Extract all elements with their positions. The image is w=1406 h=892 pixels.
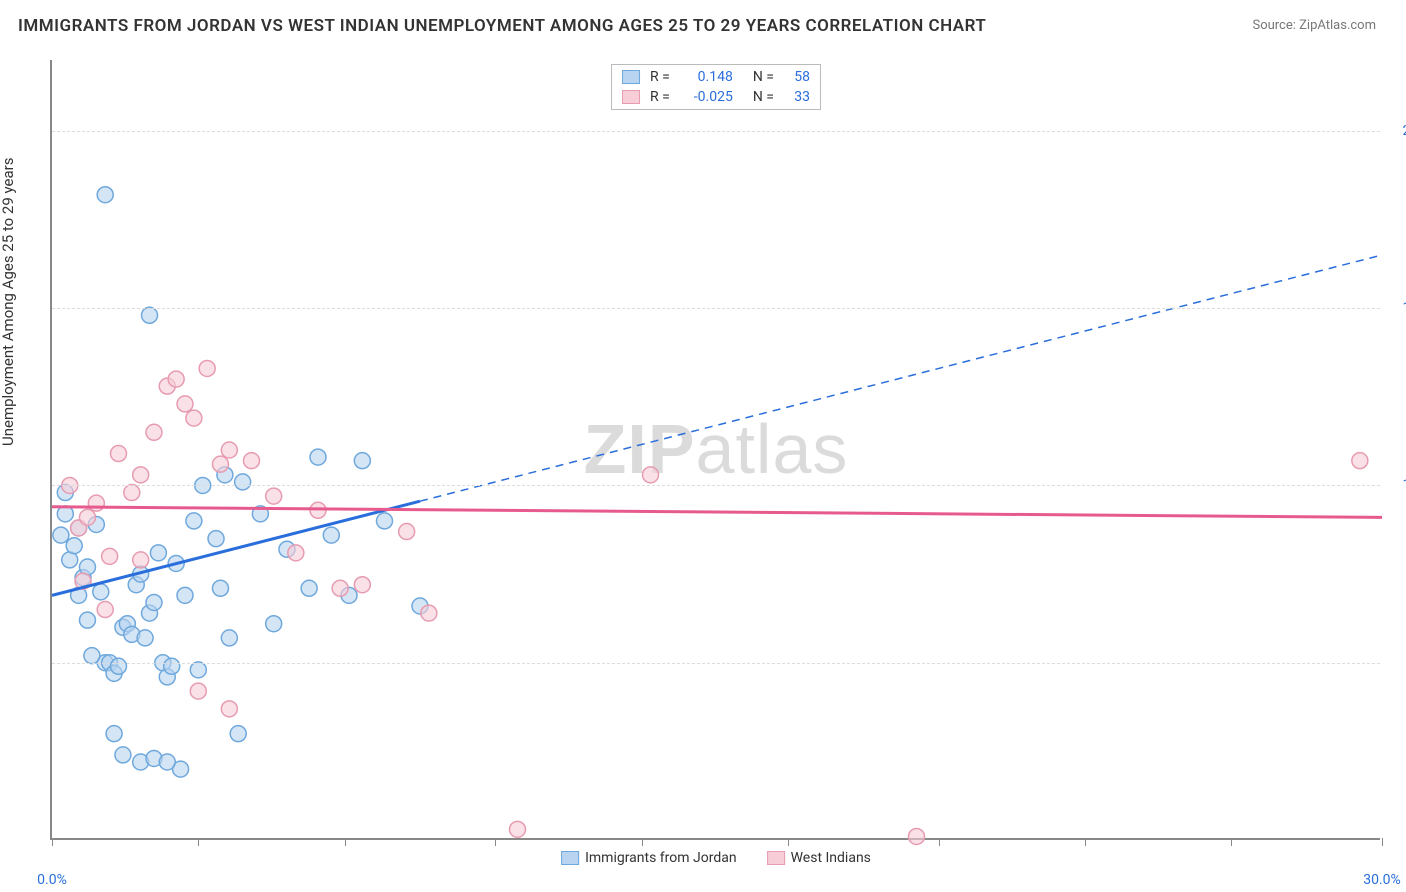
- y-tick-label: 15.0%: [1402, 300, 1406, 316]
- data-point: [643, 467, 659, 483]
- data-point: [212, 580, 228, 596]
- data-point: [133, 467, 149, 483]
- data-point: [288, 545, 304, 561]
- gridline: [52, 131, 1380, 132]
- data-point: [186, 513, 202, 529]
- x-tick: [788, 838, 789, 846]
- trend-line: [52, 507, 1382, 518]
- data-point: [137, 630, 153, 646]
- data-point: [146, 594, 162, 610]
- data-point: [266, 616, 282, 632]
- data-point: [111, 446, 127, 462]
- data-point: [301, 580, 317, 596]
- data-point: [310, 449, 326, 465]
- data-point: [399, 524, 415, 540]
- legend-label: Immigrants from Jordan: [585, 850, 737, 866]
- data-point: [159, 754, 175, 770]
- data-point: [221, 701, 237, 717]
- data-point: [146, 424, 162, 440]
- data-point: [168, 371, 184, 387]
- gridline: [52, 485, 1380, 486]
- data-point: [909, 828, 925, 844]
- data-point: [97, 602, 113, 618]
- data-point: [88, 495, 104, 511]
- data-point: [190, 683, 206, 699]
- data-point: [97, 187, 113, 203]
- data-point: [186, 410, 202, 426]
- data-point: [208, 531, 224, 547]
- data-point: [93, 584, 109, 600]
- source-label: Source: ZipAtlas.com: [1252, 18, 1376, 33]
- gridline: [52, 308, 1380, 309]
- data-point: [79, 612, 95, 628]
- data-point: [244, 453, 260, 469]
- data-point: [199, 360, 215, 376]
- x-tick: [1231, 838, 1232, 846]
- data-point: [106, 726, 122, 742]
- data-point: [332, 580, 348, 596]
- data-point: [133, 552, 149, 568]
- x-tick-label: 30.0%: [1363, 872, 1401, 888]
- plot-area: ZIPatlas R =0.148N =58R =-0.025N =33 Imm…: [50, 60, 1380, 840]
- x-tick: [495, 838, 496, 846]
- data-point: [421, 605, 437, 621]
- trend-line-extrapolated: [420, 255, 1382, 501]
- data-point: [323, 527, 339, 543]
- data-point: [266, 488, 282, 504]
- data-point: [212, 456, 228, 472]
- data-point: [354, 577, 370, 593]
- data-point: [190, 662, 206, 678]
- x-tick: [198, 838, 199, 846]
- scatter-svg: [52, 60, 1380, 838]
- data-point: [79, 509, 95, 525]
- legend-label: West Indians: [791, 850, 871, 866]
- data-point: [111, 658, 127, 674]
- data-point: [177, 396, 193, 412]
- legend-swatch: [561, 851, 579, 865]
- legend-item: Immigrants from Jordan: [561, 850, 737, 866]
- data-point: [150, 545, 166, 561]
- data-point: [354, 453, 370, 469]
- series-legend: Immigrants from Jordan West Indians: [561, 850, 871, 866]
- data-point: [115, 747, 131, 763]
- data-point: [142, 307, 158, 323]
- data-point: [510, 821, 526, 837]
- data-point: [230, 726, 246, 742]
- x-tick-label: 0.0%: [37, 872, 67, 888]
- data-point: [84, 648, 100, 664]
- data-point: [221, 630, 237, 646]
- legend-swatch: [767, 851, 785, 865]
- data-point: [102, 548, 118, 564]
- legend-item: West Indians: [767, 850, 871, 866]
- data-point: [124, 485, 140, 501]
- data-point: [53, 527, 69, 543]
- gridline: [52, 663, 1380, 664]
- data-point: [235, 474, 251, 490]
- data-point: [177, 587, 193, 603]
- data-point: [66, 538, 82, 554]
- x-tick: [1085, 838, 1086, 846]
- data-point: [164, 658, 180, 674]
- x-tick: [1382, 838, 1383, 846]
- data-point: [221, 442, 237, 458]
- y-tick-label: 10.0%: [1402, 477, 1406, 493]
- x-tick: [345, 838, 346, 846]
- data-point: [377, 513, 393, 529]
- data-point: [1352, 453, 1368, 469]
- y-tick-label: 20.0%: [1402, 123, 1406, 139]
- x-tick: [939, 838, 940, 846]
- chart-title: IMMIGRANTS FROM JORDAN VS WEST INDIAN UN…: [18, 16, 986, 36]
- y-axis-label: Unemployment Among Ages 25 to 29 years: [0, 158, 17, 446]
- x-tick: [52, 838, 53, 846]
- x-tick: [642, 838, 643, 846]
